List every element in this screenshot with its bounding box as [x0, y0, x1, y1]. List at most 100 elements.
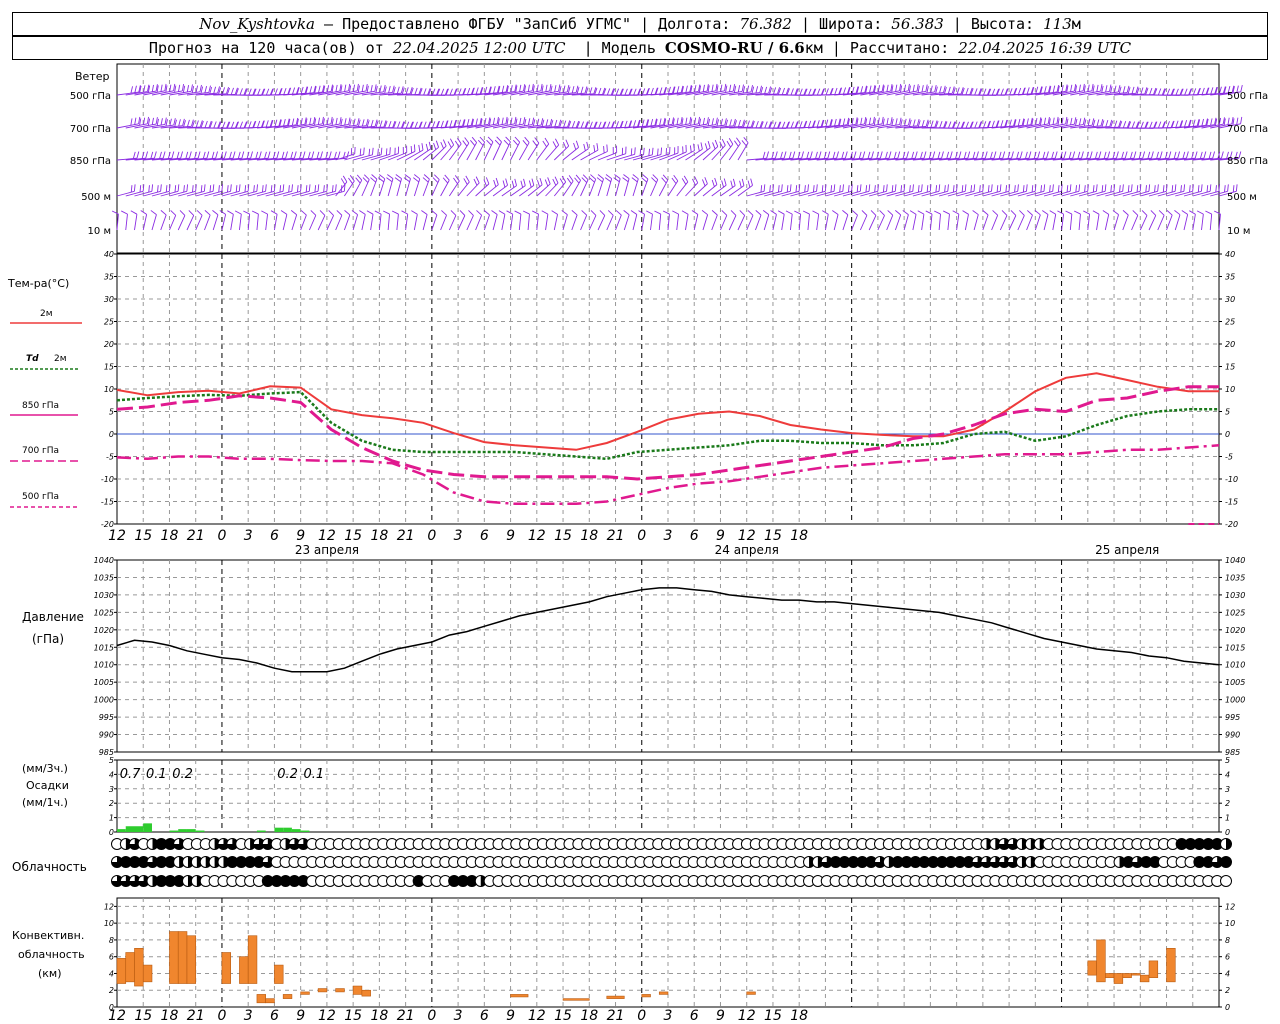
wind-barb-feather	[1214, 87, 1218, 94]
wind-barb	[1078, 214, 1081, 231]
wind-barb-feather	[628, 120, 632, 128]
conv-tick-left: 0	[109, 1003, 114, 1012]
x-tick-label-bottom: 18	[580, 1008, 598, 1024]
wind-barb-feather	[1104, 184, 1107, 192]
wind-barb-feather	[1105, 85, 1108, 93]
wind-barb-feather	[806, 151, 810, 159]
wind-barb-feather	[1126, 121, 1131, 128]
wind-barb-feather	[270, 88, 274, 96]
wind-barb-feather	[330, 116, 333, 124]
wind-barb-feather	[433, 142, 437, 150]
wind-barb-feather	[952, 210, 960, 215]
wind-barb-feather	[1026, 87, 1030, 95]
wind-barb-feather	[392, 120, 396, 128]
wind-barb-feather	[359, 148, 362, 156]
wind-barb-feather	[497, 86, 501, 94]
wind-barb-feather	[220, 151, 224, 159]
temp-tick-left: 25	[104, 318, 114, 327]
wind-barb-feather	[697, 116, 701, 124]
wind-barb-feather	[785, 121, 790, 129]
temp-tick-left: 40	[104, 250, 114, 259]
wind-barb	[247, 214, 251, 231]
wind-barb-feather	[812, 120, 816, 128]
wind-barb-feather	[733, 118, 736, 126]
wind-barb-feather	[582, 174, 589, 180]
wind-barb	[204, 214, 211, 231]
wind-barb	[650, 179, 659, 197]
wind-barb-feather	[153, 151, 157, 159]
precip-tick-right: 5	[1225, 756, 1230, 765]
wind-barb-feather	[290, 210, 297, 216]
wind-barb-feather	[246, 151, 250, 159]
wind-barb-feather	[178, 119, 181, 127]
wind-barb-feather	[139, 85, 142, 93]
x-tick-label-bottom: 3	[244, 1008, 253, 1024]
wind-barb-feather	[873, 85, 877, 93]
convective-block	[142, 964, 153, 983]
wind-barb-feather	[1196, 210, 1204, 215]
wind-barb	[982, 190, 1001, 197]
wind-barb-feather	[141, 151, 145, 159]
wind-barb-feather	[655, 87, 659, 95]
wind-barb-feather	[633, 120, 637, 128]
wind-barb-feather	[1087, 184, 1089, 192]
cloud-fill-three-quarter	[262, 838, 274, 850]
wind-barb-feather	[274, 88, 278, 96]
wind-barb-feather	[1047, 116, 1050, 125]
convective-block	[510, 994, 529, 998]
wind-barb-feather	[998, 151, 1002, 159]
station-name: Nov_Kyshtovka	[199, 15, 315, 33]
wind-barb-feather	[1127, 185, 1130, 193]
wind-barb-feather	[730, 180, 733, 188]
wind-barb-feather	[676, 117, 679, 125]
wind-barb-feather	[551, 210, 558, 215]
wind-barb-feather	[155, 117, 158, 125]
wind-barb-feather	[1066, 85, 1069, 93]
wind-barb-feather	[457, 137, 462, 145]
wind-barb	[982, 214, 989, 231]
wind-barb-feather	[1174, 184, 1177, 192]
wind-barb-feather	[498, 210, 506, 215]
title-bar: Nov_Kyshtovka — Предоставлено ФГБУ "ЗапС…	[12, 12, 1268, 36]
wind-barb-feather	[829, 119, 833, 127]
wind-barb	[623, 178, 630, 197]
wind-barb-feather	[466, 87, 471, 95]
wind-barb-feather	[1192, 88, 1197, 96]
wind-barb-feather	[961, 121, 965, 129]
wind-barb-feather	[1081, 151, 1084, 159]
wind-barb-feather	[1180, 88, 1184, 96]
wind-barb-feather	[344, 118, 347, 126]
wind-barb-feather	[645, 119, 649, 127]
wind-barb-feather	[961, 185, 964, 193]
wind-barb-feather	[1189, 210, 1196, 215]
wind-barb-feather	[244, 185, 247, 193]
wind-barb-feather	[549, 84, 552, 92]
wind-barb-feather	[209, 86, 213, 94]
wind-barb-feather	[326, 117, 329, 125]
wind-barb-feather	[865, 86, 868, 94]
wind-barb-feather	[1033, 151, 1037, 159]
wind-barb-feather	[1153, 121, 1158, 129]
wind-barb-feather	[890, 117, 893, 125]
wind-barb-feather	[200, 86, 204, 94]
press-tick-left: 1005	[94, 678, 114, 687]
wind-barb-feather	[955, 151, 958, 159]
wind-barb-feather	[838, 118, 842, 127]
legend-700-label: 700 гПа	[22, 446, 59, 456]
wind-barb-feather	[877, 85, 881, 93]
wind-barb-feather	[588, 177, 595, 183]
wind-barb-feather	[449, 120, 453, 128]
wind-barb-feather	[1098, 151, 1102, 159]
wind-barb-feather	[1024, 151, 1028, 159]
wind-barb-feather	[1026, 184, 1028, 192]
wind-barb-feather	[1021, 118, 1025, 126]
wind-barb-feather	[111, 210, 119, 215]
wind-barb-feather	[1030, 87, 1034, 95]
convective-block	[300, 991, 310, 995]
wind-barb-feather	[590, 174, 596, 180]
wind-barb-feather	[506, 210, 513, 215]
precip-tick-right: 4	[1225, 770, 1230, 779]
press-tick-left: 1020	[94, 626, 114, 635]
wind-barb-feather	[558, 119, 562, 127]
wind-barb-feather	[580, 121, 585, 129]
